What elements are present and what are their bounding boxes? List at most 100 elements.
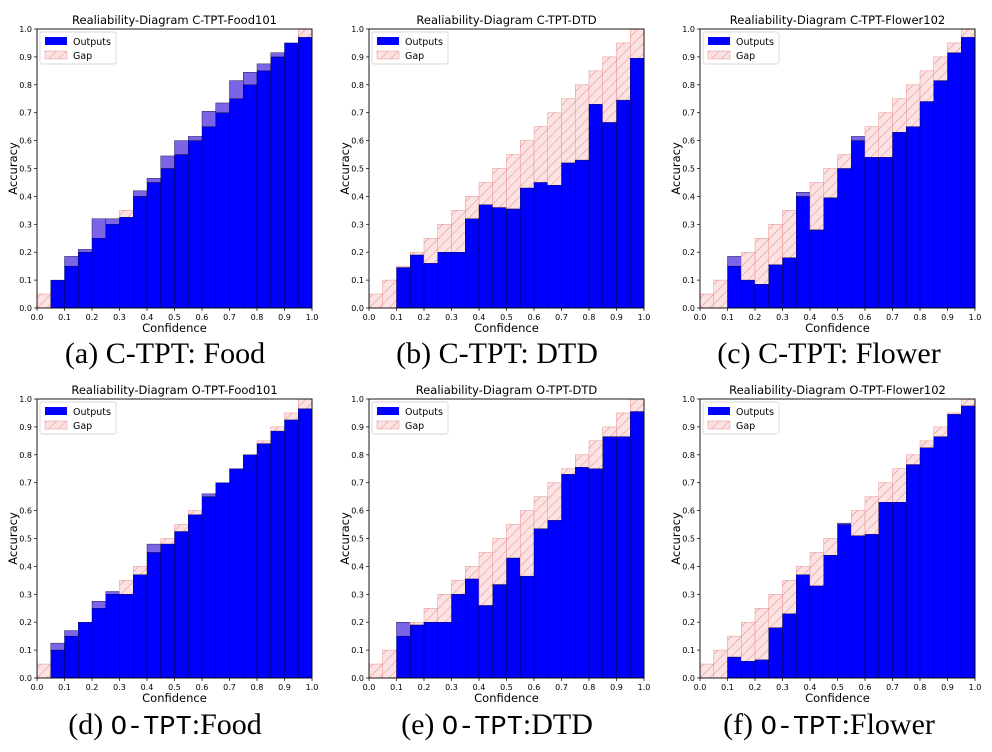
output-bar [256, 443, 271, 679]
x-tick-label: 0.1 [721, 313, 734, 322]
y-tick-label: 0.6 [351, 137, 364, 146]
subfigure-caption: (a) C-TPT: Food [0, 337, 330, 372]
output-bar [892, 132, 907, 309]
x-axis-label: Confidence [474, 691, 539, 705]
output-bar [561, 474, 576, 679]
y-tick-label: 0.8 [19, 81, 32, 90]
y-tick-label: 0.0 [682, 674, 695, 683]
caption-prefix: (e) [401, 708, 442, 741]
x-tick-label: 0.9 [610, 313, 623, 322]
output-bar [437, 251, 452, 309]
output-bar [768, 627, 783, 679]
y-tick-label: 0.0 [351, 674, 364, 683]
output-bar [796, 196, 811, 309]
y-tick-label: 0.0 [19, 674, 32, 683]
gap-bar [768, 594, 783, 629]
output-bar [864, 534, 879, 679]
x-tick-label: 0.3 [113, 313, 126, 322]
y-tick-label: 0.4 [351, 192, 364, 201]
y-tick-label: 0.2 [682, 248, 695, 257]
x-tick-label: 0.3 [113, 683, 126, 692]
legend: Outputs Gap [702, 401, 780, 435]
output-bar [506, 557, 521, 679]
output-bar [919, 447, 934, 679]
y-tick-label: 0.4 [682, 562, 695, 571]
overconfidence-bar [229, 80, 244, 99]
y-tick-label: 0.5 [682, 165, 695, 174]
output-bar [851, 535, 866, 679]
output-bar [492, 584, 507, 679]
legend-swatch-gap [44, 420, 68, 430]
y-tick-label: 0.5 [351, 535, 364, 544]
gap-bar [382, 649, 397, 679]
chart-panel: Realiability-Diagram O-TPT-Food101 0.0 0.1… [0, 378, 330, 705]
output-bar [396, 635, 411, 679]
x-tick-label: 0.9 [941, 313, 954, 322]
gap-bar [506, 154, 521, 210]
output-bar [270, 56, 285, 309]
gap-bar [809, 552, 824, 587]
x-tick-label: 0.6 [196, 313, 209, 322]
output-bar [575, 467, 590, 679]
legend-label-gap: Gap [736, 51, 755, 62]
x-tick-label: 0.4 [141, 683, 154, 692]
caption-text: C-TPT: Food [105, 337, 266, 370]
output-bar [215, 112, 230, 309]
output-bar [947, 414, 962, 679]
output-bar [174, 531, 189, 679]
y-tick-label: 0.6 [19, 137, 32, 146]
y-tick-label: 0.5 [19, 165, 32, 174]
legend: Outputs Gap [39, 401, 117, 435]
output-bar [174, 154, 189, 309]
legend-label-outputs: Outputs [736, 37, 774, 48]
output-bar [451, 594, 466, 679]
output-bar [933, 80, 948, 309]
reliability-diagram: Realiability-Diagram O-TPT-Food101 0.0 0.1… [6, 383, 318, 705]
y-tick-label: 0.7 [19, 479, 32, 488]
gap-bar [410, 621, 425, 626]
x-tick-label: 0.2 [86, 313, 99, 322]
legend-swatch-outputs [708, 37, 730, 45]
gap-bar [547, 482, 562, 521]
legend-swatch-outputs [377, 407, 399, 415]
output-bar [160, 168, 175, 309]
output-bar [768, 264, 783, 309]
gap-bar [754, 608, 769, 661]
overconfidence-bar [727, 256, 742, 267]
output-bar [256, 70, 271, 309]
output-bar [437, 621, 452, 679]
y-tick-label: 0.7 [351, 479, 364, 488]
caption-method: O-TPT [110, 713, 192, 743]
gap-bar [878, 482, 893, 503]
gap-bar [465, 196, 480, 219]
subfigure-caption: (d) O-TPT:Food [0, 708, 330, 743]
gap-bar [823, 168, 838, 199]
output-bar [947, 52, 962, 309]
gap-bar [368, 293, 383, 309]
y-tick-label: 0.3 [682, 220, 695, 229]
legend: Outputs Gap [39, 31, 117, 65]
gap-bar [933, 56, 948, 81]
gap-bar [906, 454, 921, 465]
legend-label-outputs: Outputs [73, 407, 111, 418]
x-tick-label: 0.5 [831, 683, 844, 692]
subfigure-caption: (e) O-TPT:DTD [332, 708, 662, 743]
y-tick-label: 0.9 [682, 423, 695, 432]
output-bar [284, 419, 299, 679]
gap-bar [616, 412, 631, 437]
x-tick-label: 0.8 [583, 313, 596, 322]
gap-bar [160, 538, 175, 545]
x-tick-label: 0.3 [776, 313, 789, 322]
caption-prefix: (d) [68, 708, 111, 741]
overconfidence-bar [851, 136, 866, 141]
gap-bar [768, 224, 783, 266]
gap-bar [947, 412, 962, 415]
output-bar [796, 574, 811, 679]
y-tick-label: 0.4 [351, 562, 364, 571]
gap-bar [741, 621, 756, 662]
y-tick-label: 0.7 [351, 109, 364, 118]
gap-bar [533, 496, 548, 529]
x-tick-label: 0.3 [776, 683, 789, 692]
output-bar [754, 659, 769, 679]
